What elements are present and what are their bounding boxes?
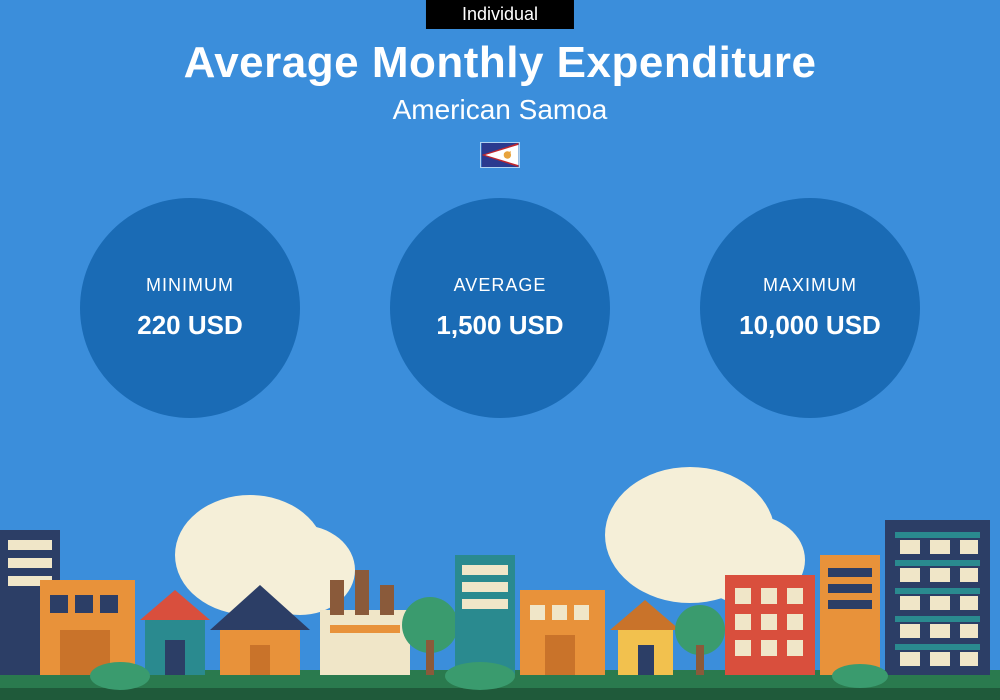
stat-circle: MINIMUM 220 USD xyxy=(80,198,300,418)
stat-circles: MINIMUM 220 USD AVERAGE 1,500 USD MAXIMUM 10,… xyxy=(0,198,1000,418)
flag-icon xyxy=(480,142,520,168)
stat-value: 220 USD xyxy=(137,310,243,341)
stat-label: MAXIMUM xyxy=(763,275,857,296)
stat-value: 1,500 USD xyxy=(436,310,563,341)
category-badge: Individual xyxy=(426,0,574,29)
infographic-canvas: Individual Average Monthly Expenditure A… xyxy=(0,0,1000,700)
page-title: Average Monthly Expenditure xyxy=(0,38,1000,88)
city-illustration xyxy=(0,460,1000,700)
stat-value: 10,000 USD xyxy=(739,310,881,341)
stat-circle: MAXIMUM 10,000 USD xyxy=(700,198,920,418)
page-subtitle: American Samoa xyxy=(0,94,1000,126)
stat-label: AVERAGE xyxy=(454,275,547,296)
stat-label: MINIMUM xyxy=(146,275,234,296)
stat-circle: AVERAGE 1,500 USD xyxy=(390,198,610,418)
